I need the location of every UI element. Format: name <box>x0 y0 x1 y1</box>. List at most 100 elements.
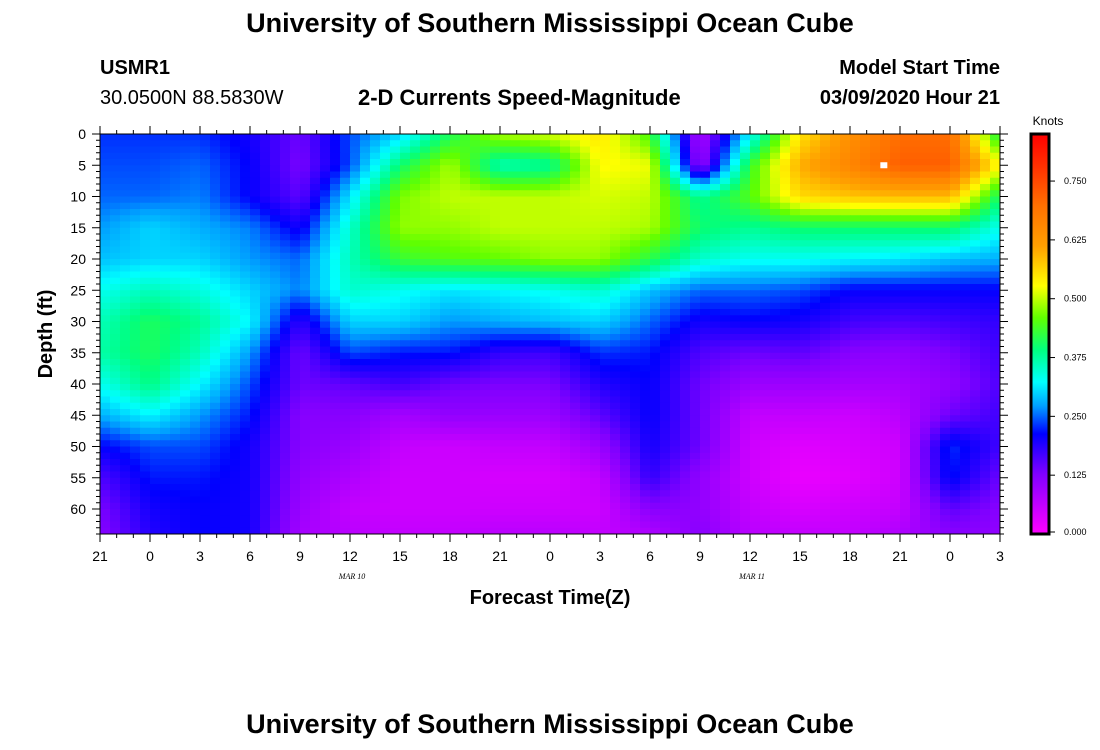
heatmap-cell <box>400 427 411 435</box>
heatmap-cell <box>120 346 131 354</box>
heatmap-cell <box>760 271 771 279</box>
heatmap-cell <box>490 390 501 398</box>
heatmap-cell <box>630 396 641 404</box>
heatmap-cell <box>940 196 951 204</box>
heatmap-cell <box>450 465 461 473</box>
heatmap-cell <box>440 259 451 266</box>
heatmap-cell <box>370 315 381 323</box>
heatmap-cell <box>690 371 701 379</box>
heatmap-cell <box>750 165 761 173</box>
heatmap-cell <box>300 177 311 185</box>
heatmap-cell <box>980 277 991 285</box>
heatmap-cell <box>650 315 661 323</box>
heatmap-cell <box>980 259 991 266</box>
heatmap-cell <box>200 234 211 241</box>
heatmap-cell <box>790 165 801 173</box>
heatmap-cell <box>220 252 231 260</box>
heatmap-cell <box>290 440 301 448</box>
heatmap-cell <box>910 396 921 404</box>
heatmap-cell <box>240 390 251 398</box>
heatmap-cell <box>740 202 751 210</box>
heatmap-cell <box>630 140 641 148</box>
heatmap-cell <box>440 340 451 348</box>
heatmap-cell <box>520 277 531 285</box>
heatmap-cell <box>470 227 481 235</box>
heatmap-cell <box>930 346 941 354</box>
heatmap-cell <box>890 184 901 191</box>
heatmap-cell <box>750 227 761 235</box>
heatmap-cell <box>270 477 281 485</box>
heatmap-cell <box>110 259 121 266</box>
heatmap-cell <box>570 271 581 279</box>
heatmap-cell <box>550 340 561 348</box>
heatmap-cell <box>130 459 141 466</box>
heatmap-cell <box>640 352 651 360</box>
heatmap-cell <box>790 227 801 235</box>
heatmap-cell <box>600 252 611 260</box>
heatmap-cell <box>340 334 351 341</box>
heatmap-cell <box>920 202 931 210</box>
heatmap-cell <box>450 177 461 185</box>
heatmap-cell <box>790 440 801 448</box>
heatmap-cell <box>540 221 551 229</box>
heatmap-cell <box>170 277 181 285</box>
heatmap-cell <box>150 359 161 366</box>
heatmap-cell <box>160 215 171 223</box>
heatmap-cell <box>480 221 491 229</box>
heatmap-cell <box>210 159 221 166</box>
heatmap-cell <box>890 209 901 216</box>
heatmap-cell <box>320 390 331 398</box>
heatmap-cell <box>530 340 541 348</box>
heatmap-cell <box>880 134 891 141</box>
heatmap-cell <box>840 209 851 216</box>
heatmap-cell <box>190 196 201 204</box>
heatmap-cell <box>450 171 461 179</box>
heatmap-cell <box>590 146 601 154</box>
heatmap-cell <box>200 240 211 248</box>
heatmap-cell <box>650 284 661 291</box>
heatmap-cell <box>350 334 361 341</box>
heatmap-cell <box>950 340 961 348</box>
heatmap-cell <box>440 415 451 423</box>
heatmap-cell <box>600 215 611 223</box>
heatmap-cell <box>200 352 211 360</box>
heatmap-cell <box>400 377 411 385</box>
heatmap-cell <box>230 234 241 241</box>
heatmap-cell <box>550 246 561 254</box>
heatmap-cell <box>360 409 371 416</box>
heatmap-cell <box>860 265 871 273</box>
heatmap-cell <box>250 209 261 216</box>
heatmap-cell <box>970 290 981 298</box>
heatmap-cell <box>640 327 651 335</box>
heatmap-cell <box>600 271 611 279</box>
heatmap-cell <box>700 421 711 429</box>
heatmap-cell <box>940 459 951 466</box>
heatmap-cell <box>230 246 241 254</box>
heatmap-cell <box>250 315 261 323</box>
heatmap-cell <box>270 171 281 179</box>
heatmap-cell <box>610 390 621 398</box>
heatmap-cell <box>400 440 411 448</box>
heatmap-cell <box>260 171 271 179</box>
heatmap-cell <box>560 284 571 291</box>
heatmap-cell <box>870 202 881 210</box>
heatmap-cell <box>360 371 371 379</box>
heatmap-cell <box>900 434 911 441</box>
heatmap-cell <box>740 402 751 410</box>
heatmap-cell <box>900 284 911 291</box>
heatmap-cell <box>860 221 871 229</box>
heatmap-cell <box>230 296 241 304</box>
heatmap-cell <box>520 271 531 279</box>
heatmap-cell <box>900 309 911 316</box>
heatmap-cell <box>270 365 281 373</box>
heatmap-cell <box>140 265 151 273</box>
heatmap-cell <box>140 152 151 160</box>
heatmap-cell <box>810 265 821 273</box>
heatmap-cell <box>720 415 731 423</box>
heatmap-cell <box>590 315 601 323</box>
heatmap-cell <box>890 227 901 235</box>
heatmap-cell <box>580 277 591 285</box>
heatmap-cell <box>200 371 211 379</box>
heatmap-cell <box>960 190 971 198</box>
heatmap-cell <box>270 390 281 398</box>
